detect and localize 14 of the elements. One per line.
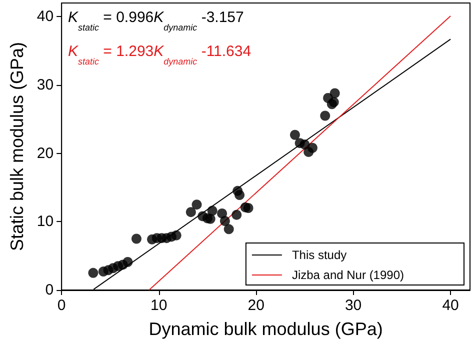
legend-label: Jizba and Nur (1990) xyxy=(292,268,404,282)
x-tick-label: 40 xyxy=(442,297,459,314)
y-tick-label: 10 xyxy=(36,213,54,230)
x-tick-label: 0 xyxy=(57,297,66,314)
y-tick-label: 40 xyxy=(36,8,54,26)
y-tick-label: 20 xyxy=(36,144,54,162)
y-axis-title: Static bulk modulus (GPa) xyxy=(7,42,27,252)
x-tick-label: 30 xyxy=(344,297,362,314)
y-tick-label: 30 xyxy=(36,76,54,94)
x-axis-title: Dynamic bulk modulus (GPa) xyxy=(148,319,383,339)
x-tick-label: 10 xyxy=(150,297,168,314)
x-tick-label: 20 xyxy=(248,297,264,314)
y-tick-label: 0 xyxy=(45,282,54,298)
legend-label: This study xyxy=(292,248,347,262)
